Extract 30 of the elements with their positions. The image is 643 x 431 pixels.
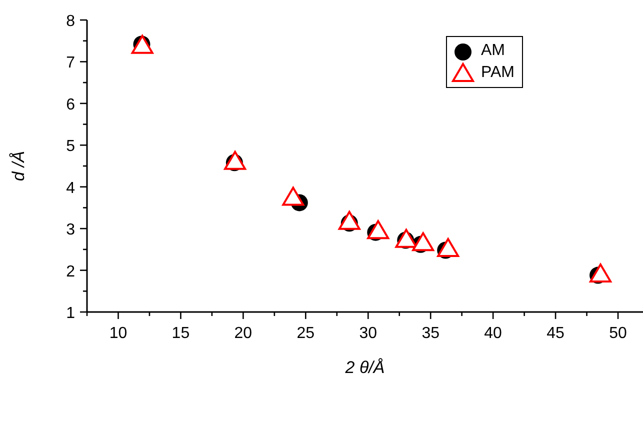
y-tick-label: 2 <box>66 263 76 280</box>
x-tick-label: 15 <box>172 325 190 342</box>
y-tick-label: 1 <box>66 305 76 322</box>
x-tick-label: 30 <box>359 325 378 342</box>
x-tick-label: 25 <box>296 325 315 342</box>
point <box>282 186 304 206</box>
x-tick-label: 50 <box>609 325 628 342</box>
x-axis-title: 2 θ/Å <box>344 358 385 377</box>
point <box>437 238 460 258</box>
y-tick-label: 6 <box>66 96 76 114</box>
x-tick-label: 40 <box>484 325 502 342</box>
y-tick-label: 4 <box>66 180 76 197</box>
point <box>338 210 360 230</box>
point <box>367 220 390 240</box>
y-tick-label: 3 <box>66 222 76 239</box>
x-tick-label: 10 <box>109 325 128 342</box>
point <box>224 150 246 170</box>
y-tick-label: 5 <box>66 138 76 156</box>
point <box>590 263 612 282</box>
y-tick-label: 8 <box>66 13 76 30</box>
legend-label: PAM <box>481 64 514 82</box>
x-tick-label: 45 <box>546 325 565 342</box>
y-axis-title: d /Å <box>9 150 28 182</box>
x-tick-label: 20 <box>234 325 252 342</box>
y-tick-label: 7 <box>66 54 76 72</box>
point <box>412 232 434 252</box>
x-tick-label: 35 <box>422 325 440 342</box>
point <box>395 228 418 248</box>
legend-label: AM <box>481 42 505 60</box>
point <box>131 34 154 54</box>
